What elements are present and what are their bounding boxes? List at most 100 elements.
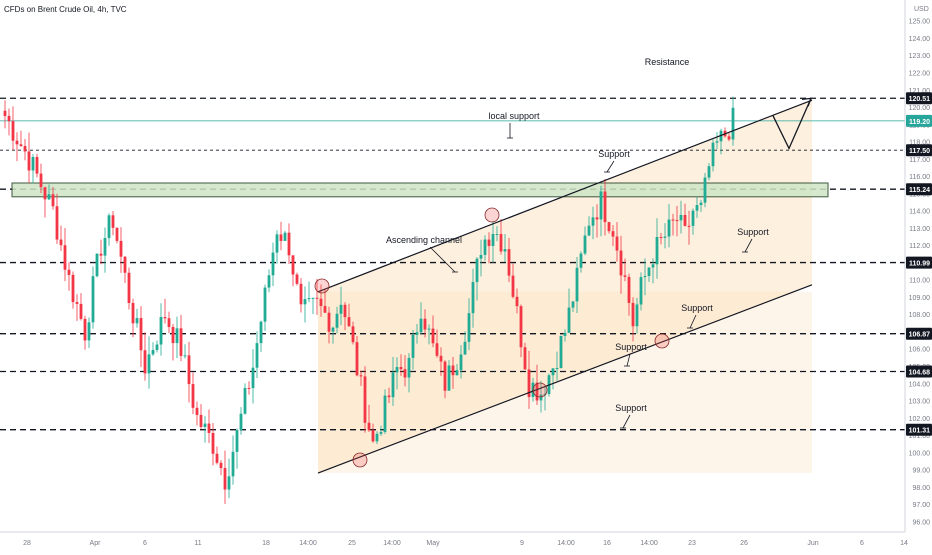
price-badge	[906, 114, 932, 127]
price-badge-label: 101.31	[909, 428, 931, 435]
candle-body	[135, 318, 139, 324]
price-tick-label: 116.00	[909, 174, 930, 181]
candle-body	[183, 355, 187, 357]
channel-shade	[318, 291, 812, 474]
price-badge	[906, 183, 932, 196]
candle-body	[655, 237, 659, 265]
candle-body	[67, 269, 71, 275]
price-badge	[906, 256, 932, 269]
candle-body	[411, 334, 415, 358]
support-zone	[11, 182, 829, 198]
price-badge	[906, 144, 932, 157]
support-right-label: Support	[737, 227, 769, 237]
candle-body	[483, 239, 487, 255]
candle-body	[283, 232, 287, 241]
candle-body	[279, 234, 283, 241]
candle-body	[31, 156, 35, 171]
candle-body	[515, 296, 519, 307]
candle-body	[339, 304, 343, 314]
price-badge-label: 117.50	[909, 148, 930, 155]
candle-body	[519, 306, 523, 348]
candle-body	[47, 194, 51, 200]
price-tick-label: 125.00	[909, 19, 931, 26]
candle-body	[3, 110, 7, 116]
candle-body	[115, 227, 119, 241]
price-tick-label: 124.00	[909, 36, 931, 43]
time-tick-label: 14:00	[299, 540, 317, 547]
candle-body	[71, 274, 75, 303]
candle-body	[51, 194, 55, 207]
price-tick-label: 109.00	[909, 295, 931, 302]
candle-body	[131, 302, 135, 324]
candle-body	[691, 210, 695, 226]
price-tick-label: 117.00	[909, 157, 930, 164]
price-tick-label: 110.00	[909, 278, 930, 285]
candle-body	[27, 151, 31, 171]
candle-body	[367, 422, 371, 431]
candle-body	[475, 258, 479, 283]
candle-body	[307, 298, 311, 300]
touch-circle	[352, 452, 368, 468]
candle-body	[707, 166, 711, 178]
candle-body	[163, 317, 167, 319]
candle-body	[451, 365, 455, 376]
candle-body	[675, 220, 679, 222]
candle-body	[695, 205, 699, 211]
candle-body	[647, 267, 651, 277]
candle-body	[679, 214, 683, 221]
candle-body	[359, 375, 363, 377]
candle-body	[39, 173, 43, 188]
support-mid-right-label: Support	[681, 303, 713, 313]
candle-body	[179, 328, 183, 356]
candle-body	[423, 318, 427, 330]
candle-body	[363, 376, 367, 423]
price-unit: USD	[914, 6, 929, 13]
candle-body	[663, 236, 667, 238]
candle-body	[539, 394, 543, 401]
time-tick-label: 9	[520, 540, 524, 547]
candle-body	[659, 237, 663, 239]
candle-body	[187, 355, 191, 385]
candle-body	[611, 231, 615, 237]
time-tick-label: 11	[194, 540, 201, 547]
candle-body	[631, 302, 635, 327]
candle-body	[347, 317, 351, 327]
price-tick-label: 123.00	[909, 53, 931, 60]
price-badge-label: 104.68	[909, 370, 931, 377]
price-tick-label: 121.00	[909, 88, 931, 95]
candle-body	[459, 354, 463, 371]
candle-body	[35, 156, 39, 174]
candle-body	[219, 462, 223, 469]
candle-body	[387, 395, 391, 398]
candle-body	[175, 328, 179, 344]
candle-body	[487, 239, 491, 247]
price-tick-label: 113.00	[909, 226, 930, 233]
price-tick-label: 114.00	[909, 209, 930, 216]
candle-body	[267, 275, 271, 288]
local-support-label: local support	[488, 111, 540, 121]
label-pointer	[689, 314, 697, 329]
touch-circle	[484, 207, 500, 223]
candle-body	[371, 430, 375, 442]
candle-body	[699, 202, 703, 206]
candle-body	[167, 318, 171, 327]
candle-body	[579, 253, 583, 268]
time-tick-label: 23	[688, 540, 696, 547]
price-badge	[906, 423, 932, 436]
candle-body	[251, 367, 255, 389]
candle-body	[87, 322, 91, 341]
candle-body	[99, 253, 103, 256]
candle-body	[703, 177, 707, 203]
candle-body	[571, 301, 575, 308]
label-pointer	[626, 353, 631, 367]
candle-body	[567, 307, 571, 333]
projection-path	[772, 98, 812, 151]
projection-arrowhead	[801, 97, 812, 107]
candle-body	[383, 395, 387, 433]
resistance-label: Resistance	[645, 57, 690, 67]
candle-body	[419, 318, 423, 333]
candle-body	[351, 326, 355, 343]
candle-body	[391, 372, 395, 398]
price-badge-label: 106.87	[909, 332, 931, 339]
